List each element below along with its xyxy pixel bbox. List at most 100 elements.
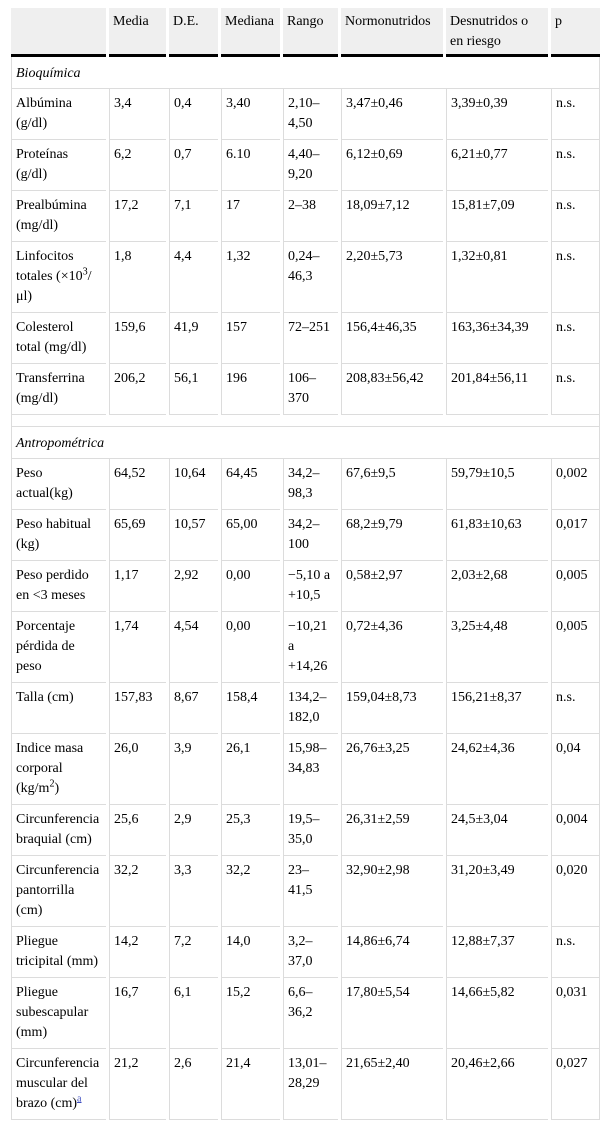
value-cell: 2,9 (169, 805, 218, 856)
value-cell: n.s. (551, 683, 600, 734)
value-cell: 0,7 (169, 140, 218, 191)
value-cell: 158,4 (221, 683, 280, 734)
value-cell: 17 (221, 191, 280, 242)
value-cell: 67,6±9,5 (341, 459, 443, 510)
value-cell: 7,2 (169, 927, 218, 978)
value-cell: n.s. (551, 927, 600, 978)
value-cell: 0,031 (551, 978, 600, 1049)
column-header-media: Media (109, 8, 166, 57)
table-row: Albúmina (g/dl) 3,4 0,4 3,40 2,10–4,50 3,47±0… (11, 89, 600, 140)
value-cell: 0,04 (551, 734, 600, 805)
value-cell: 0,005 (551, 612, 600, 683)
row-label-cell: Pliegue tricipital (mm) (11, 927, 106, 978)
value-cell: n.s. (551, 89, 600, 140)
value-cell: 157,83 (109, 683, 166, 734)
value-cell: 64,45 (221, 459, 280, 510)
column-header-empty (11, 8, 106, 57)
value-cell: 6,2 (109, 140, 166, 191)
value-cell: 3,9 (169, 734, 218, 805)
value-cell: n.s. (551, 191, 600, 242)
value-cell: 8,67 (169, 683, 218, 734)
value-cell: 6.10 (221, 140, 280, 191)
value-cell: 0,017 (551, 510, 600, 561)
value-cell: 68,2±9,79 (341, 510, 443, 561)
value-cell: 6,1 (169, 978, 218, 1049)
row-label-cell: Indice masa corporal (kg/m2) (11, 734, 106, 805)
row-label-cell: Talla (cm) (11, 683, 106, 734)
row-label-cell: Prealbúmina (mg/dl) (11, 191, 106, 242)
value-cell: 2,6 (169, 1049, 218, 1120)
footnote-link-a[interactable]: a (77, 1093, 82, 1105)
value-cell: 163,36±34,39 (446, 313, 548, 364)
value-cell: 3,25±4,48 (446, 612, 548, 683)
row-label-cell: Pliegue subescapular (mm) (11, 978, 106, 1049)
value-cell: 26,76±3,25 (341, 734, 443, 805)
column-header-normonutridos: Normonutridos (341, 8, 443, 57)
value-cell: 16,7 (109, 978, 166, 1049)
value-cell: 24,5±3,04 (446, 805, 548, 856)
value-cell: 32,90±2,98 (341, 856, 443, 927)
table-row: Pliegue tricipital (mm) 14,2 7,2 14,0 3,2–37… (11, 927, 600, 978)
value-cell: 72–251 (283, 313, 338, 364)
value-cell: 10,57 (169, 510, 218, 561)
value-cell: 4,4 (169, 242, 218, 313)
table-row: Transferrina (mg/dl) 206,2 56,1 196 106–370 2… (11, 364, 600, 415)
table-row: Indice masa corporal (kg/m2) 26,0 3,9 26,1 1… (11, 734, 600, 805)
value-cell: 156,21±8,37 (446, 683, 548, 734)
value-cell: 3,3 (169, 856, 218, 927)
row-label-cell: Circunferencia pantorrilla (cm) (11, 856, 106, 927)
value-cell: 15,81±7,09 (446, 191, 548, 242)
table-row: Peso perdido en <3 meses 1,17 2,92 0,00 −5,1… (11, 561, 600, 612)
value-cell: 1,8 (109, 242, 166, 313)
value-cell: 208,83±56,42 (341, 364, 443, 415)
value-cell: 0,00 (221, 612, 280, 683)
table-row: Linfocitos totales (×103/μl) 1,8 4,4 1,32 0,… (11, 242, 600, 313)
value-cell: 2,20±5,73 (341, 242, 443, 313)
value-cell: 34,2–100 (283, 510, 338, 561)
value-cell: 1,32±0,81 (446, 242, 548, 313)
superscript: 3 (82, 266, 88, 278)
column-header-p: p (551, 8, 600, 57)
value-cell: 31,20±3,49 (446, 856, 548, 927)
value-cell: 201,84±56,11 (446, 364, 548, 415)
table-header-row: Media D.E. Mediana Rango Normonutridos Desnut… (11, 8, 600, 57)
value-cell: 0,020 (551, 856, 600, 927)
value-cell: 14,2 (109, 927, 166, 978)
row-label-cell: Peso perdido en <3 meses (11, 561, 106, 612)
table-row: Circunferencia braquial (cm) 25,6 2,9 25,3 1… (11, 805, 600, 856)
value-cell: 26,1 (221, 734, 280, 805)
value-cell: 0,4 (169, 89, 218, 140)
table-row: Prealbúmina (mg/dl) 17,2 7,1 17 2–38 18,09±7,… (11, 191, 600, 242)
spacer-row (11, 415, 600, 427)
row-label-cell: Transferrina (mg/dl) (11, 364, 106, 415)
value-cell: 2–38 (283, 191, 338, 242)
value-cell: 157 (221, 313, 280, 364)
table-row: Proteínas (g/dl) 6,2 0,7 6.10 4,40–9,20 6,12±… (11, 140, 600, 191)
value-cell: 17,2 (109, 191, 166, 242)
value-cell: 14,66±5,82 (446, 978, 548, 1049)
column-header-rango: Rango (283, 8, 338, 57)
value-cell: 18,09±7,12 (341, 191, 443, 242)
value-cell: 23–41,5 (283, 856, 338, 927)
value-cell: 0,005 (551, 561, 600, 612)
superscript: 2 (49, 778, 55, 790)
value-cell: 4,40–9,20 (283, 140, 338, 191)
value-cell: 20,46±2,66 (446, 1049, 548, 1120)
value-cell: 4,54 (169, 612, 218, 683)
value-cell: 134,2–182,0 (283, 683, 338, 734)
value-cell: 21,2 (109, 1049, 166, 1120)
row-label-cell: Linfocitos totales (×103/μl) (11, 242, 106, 313)
row-label-cell: Albúmina (g/dl) (11, 89, 106, 140)
value-cell: −5,10 a +10,5 (283, 561, 338, 612)
value-cell: 3,47±0,46 (341, 89, 443, 140)
row-label-cell: Circunferencia muscular del brazo (cm)a (11, 1049, 106, 1120)
value-cell: 159,04±8,73 (341, 683, 443, 734)
value-cell: 0,00 (221, 561, 280, 612)
column-header-d-e-: D.E. (169, 8, 218, 57)
descriptive-statistics-table: Media D.E. Mediana Rango Normonutridos Desnut… (8, 8, 603, 1120)
value-cell: 19,5–35,0 (283, 805, 338, 856)
value-cell: n.s. (551, 242, 600, 313)
row-label-cell: Peso actual(kg) (11, 459, 106, 510)
value-cell: 3,4 (109, 89, 166, 140)
